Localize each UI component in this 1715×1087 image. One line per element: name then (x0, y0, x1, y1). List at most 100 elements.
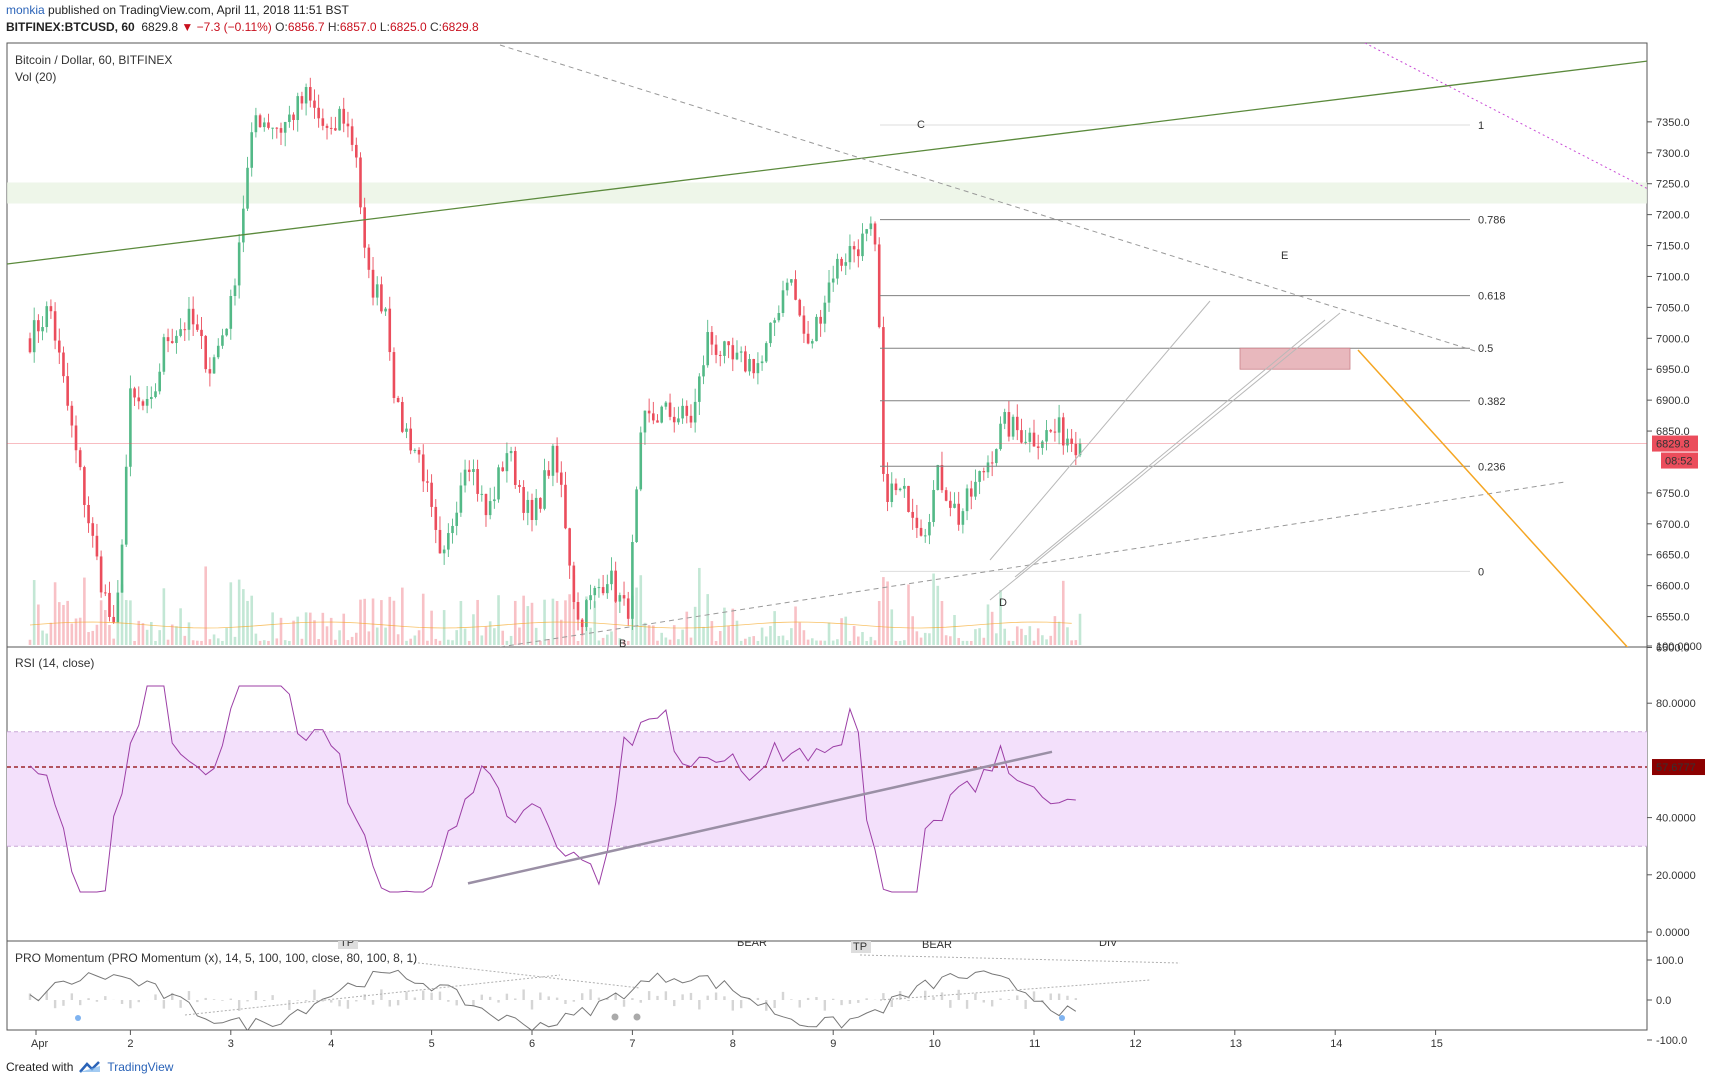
candle[interactable] (923, 535, 927, 537)
candle[interactable] (706, 332, 709, 366)
candle[interactable] (208, 369, 212, 374)
candle[interactable] (279, 128, 283, 133)
candle[interactable] (593, 587, 597, 596)
candle[interactable] (723, 341, 726, 356)
candle[interactable] (83, 467, 86, 505)
candle[interactable] (652, 413, 655, 421)
candle[interactable] (321, 118, 325, 126)
candle[interactable] (359, 157, 362, 208)
candle[interactable] (932, 489, 935, 523)
candle[interactable] (417, 449, 421, 455)
candle[interactable] (350, 126, 354, 145)
candle[interactable] (262, 122, 266, 128)
candle[interactable] (183, 329, 187, 331)
candle[interactable] (49, 306, 53, 312)
candle[interactable] (325, 125, 329, 128)
candle[interactable] (493, 499, 496, 502)
candle[interactable] (635, 489, 638, 543)
candle[interactable] (166, 337, 170, 342)
candle[interactable] (643, 410, 647, 433)
candle[interactable] (559, 472, 563, 485)
candle[interactable] (903, 485, 906, 489)
rsi-trendline[interactable] (467, 750, 1053, 885)
resistance-box[interactable] (1239, 347, 1351, 370)
candle[interactable] (329, 127, 333, 129)
candle[interactable] (990, 462, 994, 464)
candle[interactable] (242, 208, 245, 243)
candle[interactable] (764, 343, 768, 362)
candle[interactable] (836, 258, 839, 279)
candle[interactable] (965, 488, 969, 512)
candle[interactable] (405, 428, 408, 432)
candle[interactable] (95, 535, 99, 557)
candle[interactable] (233, 285, 237, 296)
candle[interactable] (1053, 431, 1057, 433)
candle[interactable] (91, 523, 95, 536)
candle[interactable] (196, 324, 199, 330)
candle[interactable] (647, 410, 651, 414)
candle[interactable] (606, 584, 609, 594)
candle[interactable] (355, 144, 358, 158)
candle[interactable] (112, 616, 115, 623)
candle[interactable] (375, 284, 379, 298)
candle[interactable] (401, 401, 404, 432)
candle[interactable] (668, 402, 672, 417)
candle[interactable] (179, 329, 182, 336)
candle[interactable] (718, 354, 722, 356)
candle[interactable] (744, 351, 747, 372)
candle[interactable] (794, 279, 797, 300)
candle[interactable] (580, 619, 584, 627)
candle[interactable] (484, 493, 488, 516)
channel-lower-line[interactable] (1014, 319, 1326, 578)
candle[interactable] (158, 371, 161, 392)
candle[interactable] (949, 500, 952, 508)
candle[interactable] (271, 127, 274, 129)
candle[interactable] (685, 405, 689, 416)
tradingview-brand[interactable]: TradingView (107, 1060, 174, 1074)
candle[interactable] (476, 469, 479, 494)
candle[interactable] (150, 397, 153, 399)
candle[interactable] (861, 233, 864, 257)
candle[interactable] (911, 511, 914, 518)
candle[interactable] (154, 391, 157, 398)
candle[interactable] (283, 122, 287, 133)
candle[interactable] (78, 450, 82, 468)
candle[interactable] (986, 462, 990, 473)
candle[interactable] (798, 299, 802, 316)
candle[interactable] (438, 529, 442, 554)
candle[interactable] (1057, 417, 1061, 433)
candle[interactable] (229, 295, 233, 329)
candle[interactable] (342, 108, 346, 124)
candle[interactable] (1028, 432, 1032, 442)
candle[interactable] (852, 246, 856, 250)
candle[interactable] (518, 484, 521, 488)
candle[interactable] (526, 499, 530, 513)
candle[interactable] (727, 341, 730, 346)
candle[interactable] (99, 556, 103, 593)
candle[interactable] (501, 467, 505, 472)
candle[interactable] (57, 340, 61, 353)
candle[interactable] (568, 528, 571, 566)
candle[interactable] (37, 320, 40, 332)
main-pane[interactable]: 1 0.786 0.618 0.5 0.382 0.236 0 C E D B (7, 43, 1650, 650)
candle[interactable] (865, 229, 868, 234)
candle[interactable] (338, 108, 341, 131)
candle[interactable] (480, 493, 484, 495)
candle[interactable] (760, 361, 764, 364)
candle[interactable] (672, 416, 676, 423)
candle[interactable] (534, 497, 538, 521)
candle[interactable] (877, 244, 881, 328)
candle[interactable] (384, 308, 387, 312)
candle[interactable] (995, 449, 998, 464)
candle[interactable] (488, 501, 492, 516)
candle[interactable] (313, 100, 316, 108)
candle[interactable] (380, 284, 383, 312)
candle[interactable] (890, 483, 894, 502)
candle[interactable] (936, 465, 940, 490)
candle[interactable] (714, 344, 718, 355)
candle[interactable] (317, 107, 320, 119)
candle[interactable] (710, 332, 714, 345)
candle[interactable] (1074, 443, 1078, 456)
candle[interactable] (175, 335, 178, 344)
candle[interactable] (898, 488, 902, 491)
